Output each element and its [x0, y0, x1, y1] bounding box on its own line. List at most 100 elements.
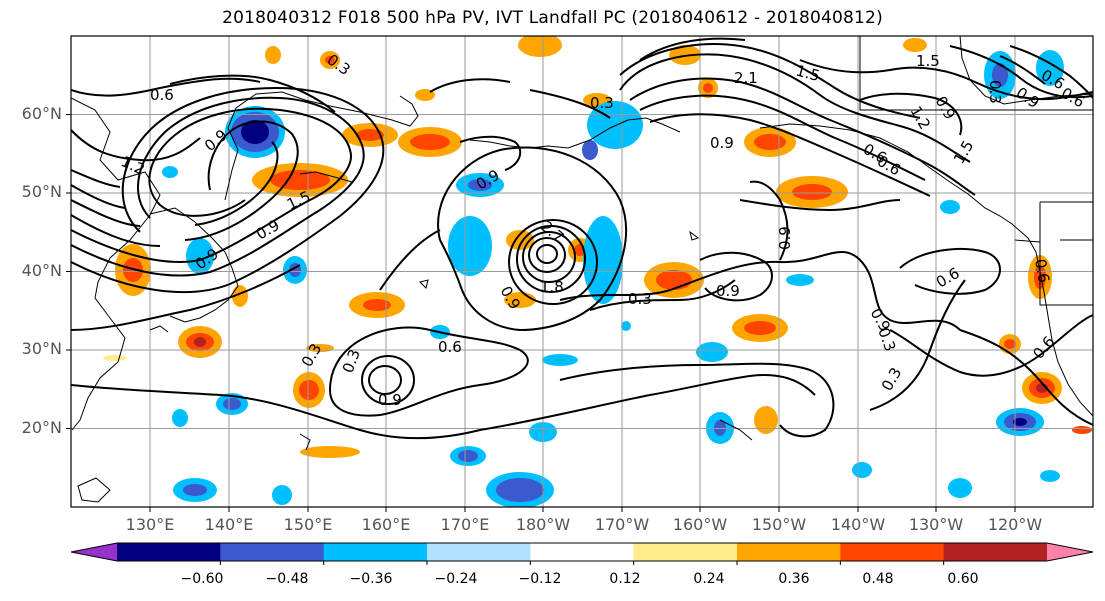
lat-label-60n: 60°N: [21, 104, 62, 123]
colorbar-tick-label: −0.36: [349, 571, 393, 587]
colorbar-segment: [633, 543, 738, 561]
pos-blob: [776, 176, 848, 208]
pos-blob: [252, 163, 348, 197]
lat-label-40n: 40°N: [21, 261, 62, 280]
pos-blob: [103, 355, 127, 361]
contour-label: 1.5: [794, 61, 822, 85]
colorbar-tick-label: −0.60: [180, 571, 224, 587]
neg-blob: [542, 354, 578, 366]
neg-blob: [786, 274, 814, 286]
contour-label: 0.9: [710, 134, 734, 152]
colorbar-tick-label: 0.48: [862, 571, 894, 587]
neg-blob: [162, 166, 178, 178]
pos-blob: [1022, 372, 1062, 404]
colorbar-segment: [427, 543, 531, 561]
coastlines: [71, 36, 1093, 503]
neg-blob: [450, 446, 486, 466]
colorbar-tick-label: 0.12: [609, 571, 641, 587]
lon-label: 160°W: [672, 515, 728, 534]
contour-label: 0.3: [628, 290, 652, 308]
pos-blob: [398, 127, 462, 157]
pos-blob: [265, 46, 281, 64]
pos-blob: [232, 285, 248, 307]
colorbar-segment: [737, 543, 841, 561]
lon-label: 150°E: [283, 515, 333, 534]
pos-blob: [698, 78, 718, 98]
colorbar-tick-label: −0.48: [265, 571, 309, 587]
pos-blob: [903, 38, 927, 52]
pos-blob: [320, 51, 340, 69]
neg-blob: [283, 256, 307, 284]
neg-blob: [448, 216, 492, 276]
contour-label: 0.9: [776, 226, 794, 250]
neg-blob: [852, 462, 872, 478]
neg-blob: [186, 238, 214, 274]
pos-blob: [293, 372, 325, 408]
lat-label-30n: 30°N: [21, 339, 62, 358]
contour-label: 1.8: [540, 278, 564, 296]
colorbar-extend-high: [1047, 543, 1093, 561]
pos-blob: [1072, 426, 1092, 434]
pos-blob: [342, 123, 398, 147]
lon-label: 150°W: [751, 515, 807, 534]
axis-ticks: [66, 114, 1016, 512]
colorbar-tick-label: 0.60: [947, 571, 979, 587]
neg-blob: [216, 393, 248, 415]
contour-label: 0.3: [986, 80, 1004, 104]
neg-blob: [1040, 470, 1060, 482]
neg-blob: [948, 478, 972, 498]
neg-blob: [696, 342, 728, 362]
neg-blob: [996, 408, 1044, 436]
pos-blob: [754, 406, 778, 434]
pos-blob: [999, 334, 1021, 354]
neg-blob: [621, 321, 631, 331]
pos-blob: [349, 292, 405, 318]
contour-label: 0.6: [1031, 258, 1053, 285]
colorbar-segment: [530, 543, 635, 561]
lon-label: 140°E: [204, 515, 254, 534]
pos-blob: [518, 36, 562, 57]
colorbar-segment: [840, 543, 945, 561]
contour-label: 0.9: [716, 282, 740, 300]
colorbar-tick-label: −0.12: [518, 571, 562, 587]
neg-blob: [582, 140, 598, 160]
contour-label: 0.6: [438, 338, 462, 356]
pos-blob: [732, 314, 788, 342]
lon-label: 120°W: [987, 515, 1043, 534]
pv-contours: [71, 37, 1093, 440]
lon-label: 130°W: [908, 515, 964, 534]
pos-blob: [744, 127, 796, 157]
map-title: 2018040312 F018 500 hPa PV, IVT Landfall…: [222, 8, 883, 28]
lon-label: 180°W: [515, 515, 571, 534]
contour-label: 2.1: [734, 69, 758, 87]
neg-blob: [583, 216, 623, 304]
pos-blob: [178, 326, 222, 358]
colorbar-tick-label: −0.24: [434, 571, 478, 587]
lon-label: 170°W: [594, 515, 650, 534]
colorbar-segment: [943, 543, 1048, 561]
neg-blob: [172, 409, 188, 427]
lon-label: 130°E: [125, 515, 175, 534]
colorbar-extend-low: [71, 543, 117, 561]
lon-label: 160°E: [361, 515, 411, 534]
lat-label-50n: 50°N: [21, 182, 62, 201]
colorbar-segment: [323, 543, 428, 561]
neg-blob: [456, 173, 504, 197]
neg-blob: [173, 478, 217, 502]
colorbar-segment: [117, 543, 221, 561]
neg-blob: [984, 51, 1016, 99]
colorbar: [70, 542, 1094, 565]
pos-blob: [300, 446, 360, 458]
neg-blob: [486, 472, 554, 507]
lon-label: 140°W: [830, 515, 886, 534]
contour-label: 0.6: [150, 86, 174, 104]
neg-blob: [940, 200, 960, 214]
contour-label: 1.5: [916, 52, 940, 70]
contour-label: 0.3: [590, 94, 614, 112]
lon-label: 170°E: [440, 515, 490, 534]
colorbar-segment: [220, 543, 325, 561]
colorbar-tick-label: 0.36: [778, 571, 810, 587]
colorbar-tick-label: 0.24: [693, 571, 725, 587]
lat-label-20n: 20°N: [21, 418, 62, 437]
